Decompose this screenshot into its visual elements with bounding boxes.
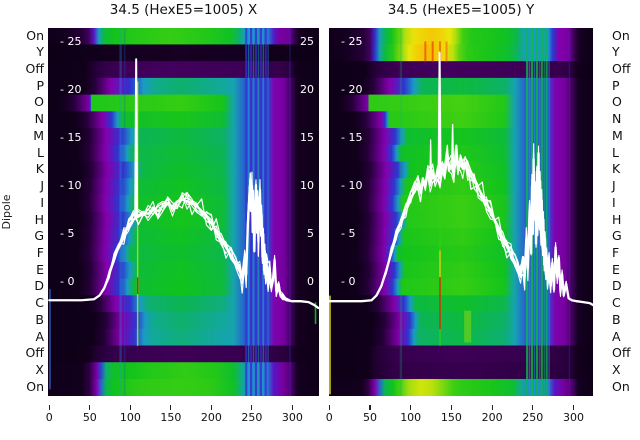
dipole-row-label-left: On: [26, 27, 44, 43]
value-tick-label-left: - 5: [60, 227, 75, 240]
dipole-row-label-right: I: [612, 194, 616, 210]
value-tick-label-right: 20: [300, 83, 314, 96]
value-tick-label-left: - 5: [341, 227, 356, 240]
value-tick-label-left: - 25: [341, 35, 363, 48]
dipole-row-label-right: B: [612, 311, 621, 327]
x-axis-tick-label: 150: [160, 411, 182, 424]
x-axis-tick-label: 50: [82, 411, 97, 424]
dipole-row-label-left: X: [35, 362, 44, 378]
dipole-row-label-left: B: [35, 311, 44, 327]
dipole-row-label-left: N: [34, 111, 44, 127]
dipole-row-label-left: Y: [36, 44, 44, 60]
dipole-row-label-left: D: [34, 278, 44, 294]
x-axis-tick: [170, 405, 172, 410]
dipole-row-label-left: L: [37, 144, 44, 160]
x-axis-tick: [491, 405, 493, 410]
x-axis-tick: [210, 405, 212, 410]
x-axis-tick: [369, 405, 371, 410]
value-tick-label-right: 25: [300, 35, 314, 48]
value-tick-label-right: 0: [307, 275, 314, 288]
panel-y-heatmap: [329, 28, 593, 396]
value-tick-label-left: - 20: [341, 83, 363, 96]
x-axis-tick-label: 200: [481, 411, 503, 424]
dipole-row-label-left: A: [35, 328, 44, 344]
dipole-row-label-left: C: [35, 295, 44, 311]
panel-x-heatmap: [48, 28, 319, 396]
dipole-row-label-right: D: [612, 278, 622, 294]
x-axis-tick-label: 150: [440, 411, 462, 424]
dipole-row-label-right: J: [612, 178, 616, 194]
panel-y-title: 34.5 (HexE5=1005) Y: [387, 2, 535, 18]
dipole-row-label-left: E: [36, 261, 44, 277]
x-axis-tick: [129, 405, 131, 410]
dipole-row-label-left: I: [40, 194, 44, 210]
dipole-row-label-right: F: [612, 244, 620, 260]
panel-x-title: 34.5 (HexE5=1005) X: [109, 2, 258, 18]
dipole-row-label-right: On: [612, 27, 630, 43]
dipole-row-label-left: K: [35, 161, 44, 177]
value-tick-label-left: - 10: [341, 179, 363, 192]
value-tick-label-left: - 20: [60, 83, 82, 96]
dipole-row-label-right: G: [612, 228, 622, 244]
dipole-row-label-left: J: [40, 178, 44, 194]
dipole-row-label-left: Off: [25, 60, 44, 76]
dipole-row-label-right: L: [612, 144, 619, 160]
dipole-row-label-right: M: [612, 127, 623, 143]
value-tick-label-left: - 15: [341, 131, 363, 144]
x-axis-tick: [410, 405, 412, 410]
x-axis-tick-label: 0: [45, 411, 53, 424]
dipole-row-label-right: A: [612, 328, 621, 344]
x-axis-tick: [450, 405, 452, 410]
dipole-row-label-right: Off: [612, 60, 631, 76]
value-tick-label-left: - 15: [60, 131, 82, 144]
x-axis-tick-label: 100: [119, 411, 141, 424]
dipole-row-label-right: O: [612, 94, 622, 110]
x-axis-tick-label: 50: [363, 411, 377, 424]
value-tick-label-left: - 0: [60, 275, 75, 288]
value-tick-label-right: 5: [307, 227, 314, 240]
dipole-row-label-left: O: [34, 94, 44, 110]
value-tick-label-left: - 10: [60, 179, 82, 192]
value-tick-label-right: 10: [300, 179, 314, 192]
dipole-row-label-left: On: [26, 378, 44, 394]
x-axis-tick: [291, 405, 293, 410]
dipole-row-label-left: G: [34, 228, 44, 244]
dipole-row-label-left: P: [36, 77, 44, 93]
dipole-row-label-right: P: [612, 77, 620, 93]
x-axis-tick-label: 250: [522, 411, 544, 424]
x-axis-tick: [572, 405, 575, 410]
x-axis-tick: [328, 405, 330, 410]
dipole-row-label-right: Y: [612, 44, 620, 60]
x-axis-tick-label: 0: [325, 411, 333, 424]
dipole-row-label-right: N: [612, 111, 622, 127]
x-axis-tick-label: 200: [200, 411, 222, 424]
dipole-row-label-right: X: [612, 362, 621, 378]
dipole-row-label-right: On: [612, 378, 630, 394]
dipole-row-label-right: Off: [612, 345, 631, 361]
x-axis-tick: [251, 405, 253, 410]
x-axis-tick-label: 300: [281, 411, 303, 424]
x-axis-tick: [48, 405, 50, 410]
x-axis-tick-label: 300: [563, 411, 584, 424]
x-axis-tick: [532, 405, 534, 410]
dipole-row-label-left: M: [33, 127, 44, 143]
x-axis-tick-label: 250: [241, 411, 263, 424]
dipole-row-label-right: C: [612, 295, 621, 311]
dipole-row-label-right: E: [612, 261, 620, 277]
dipole-row-label-left: F: [36, 244, 44, 260]
x-axis-tick-label: 100: [400, 411, 422, 424]
dipole-row-label-left: H: [34, 211, 44, 227]
value-tick-label-right: 15: [300, 131, 314, 144]
dipole-row-label-right: K: [612, 161, 621, 177]
dipole-row-label-right: H: [612, 211, 622, 227]
dipole-row-label-left: Off: [25, 345, 44, 361]
value-tick-label-left: - 0: [341, 275, 356, 288]
x-axis-tick: [89, 405, 91, 410]
value-tick-label-left: - 25: [60, 35, 82, 48]
